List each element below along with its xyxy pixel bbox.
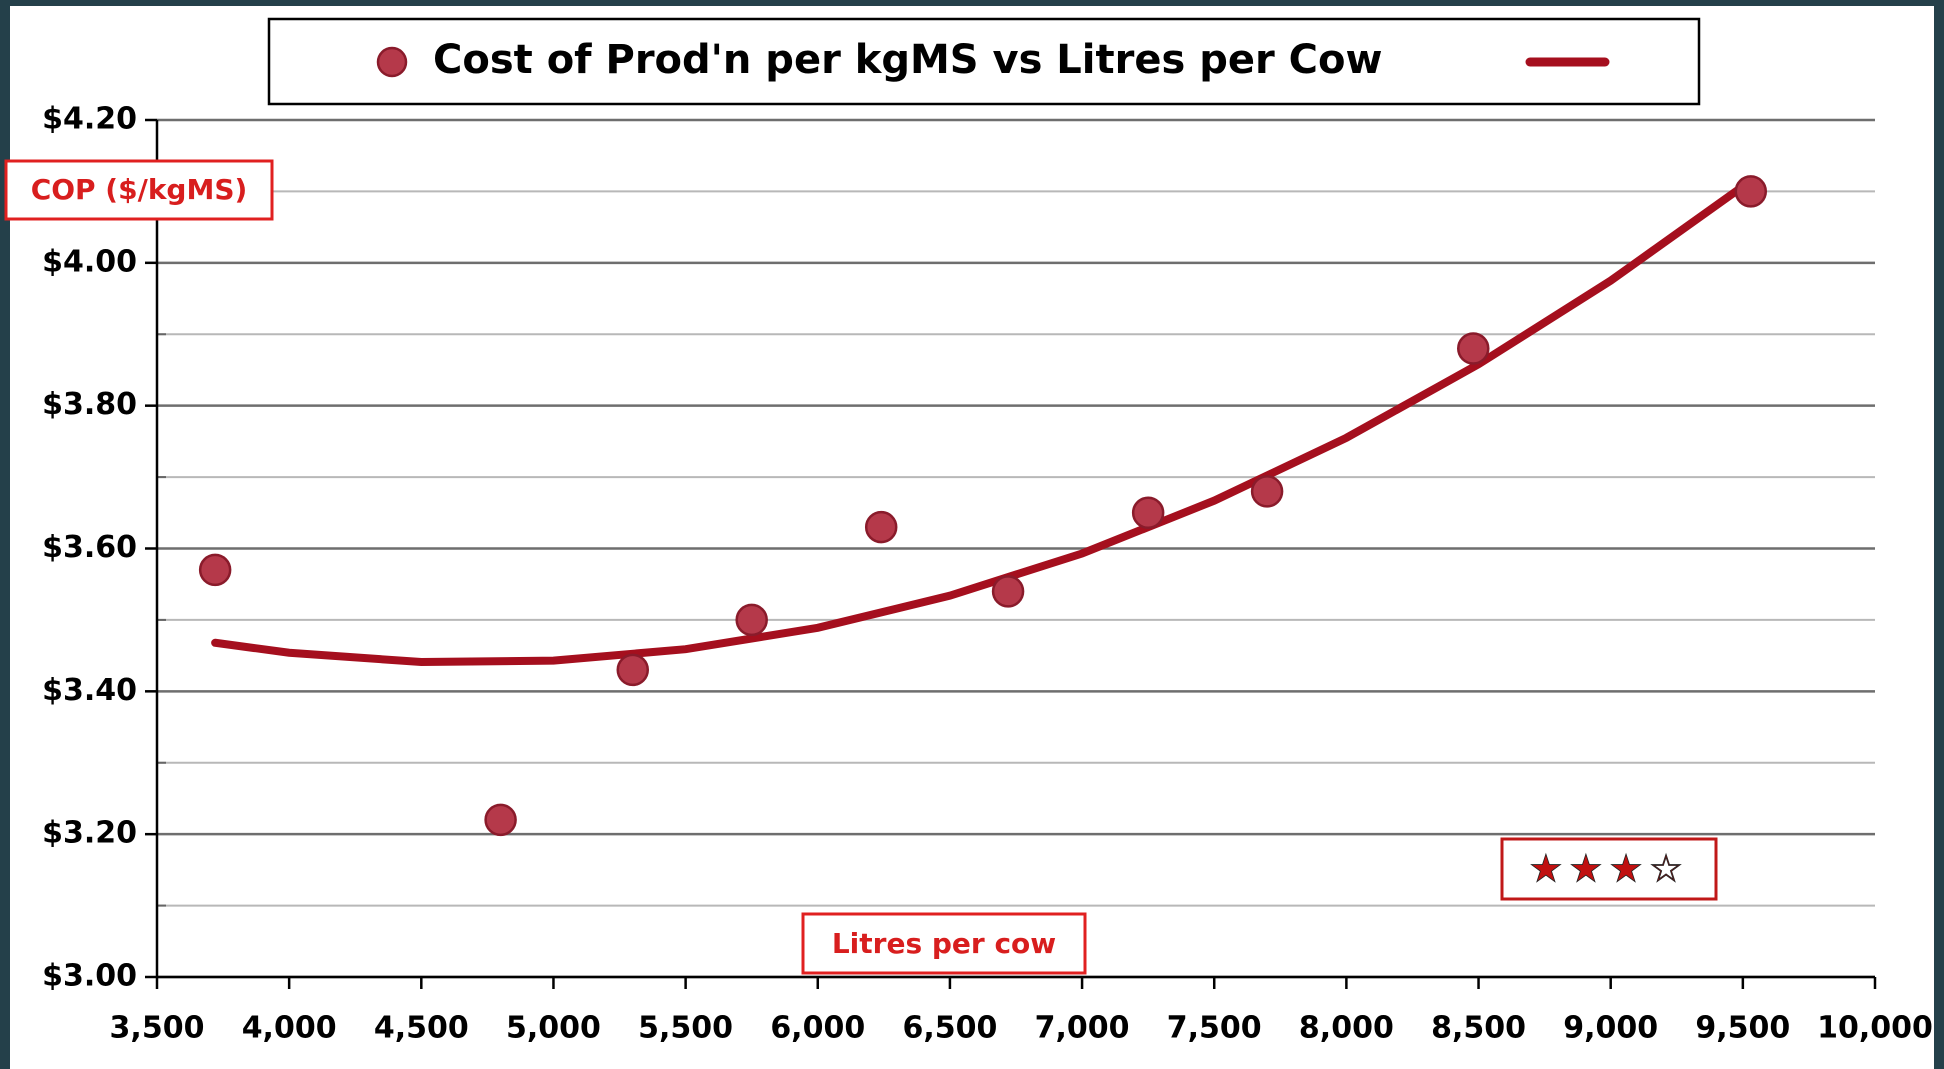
x-tick-label: 5,500: [638, 1011, 733, 1046]
marks: [198, 175, 1768, 837]
y-axis-label-box: [4, 159, 274, 221]
y-tick-label: $3.20: [42, 816, 137, 851]
y-tick-label: $3.40: [42, 673, 137, 708]
point: [991, 575, 1025, 608]
x-tick-label: 4,500: [374, 1011, 469, 1046]
x-axis-label: Litres per cow: [832, 927, 1056, 960]
rating: ★★★☆: [1529, 847, 1689, 891]
x-tick-label: 8,000: [1299, 1011, 1394, 1046]
point: [484, 803, 517, 837]
x-tick-label: 6,500: [902, 1011, 997, 1046]
x-tick-label: 5,000: [506, 1011, 601, 1046]
y-tick-label: $4.00: [42, 244, 137, 279]
x-tick-label: 6,000: [770, 1011, 865, 1046]
point: [198, 553, 232, 587]
x-tick-label: 7,000: [1035, 1011, 1130, 1046]
y-axis-label: COP ($/kgMS): [31, 173, 248, 206]
x-tick-label: 8,500: [1431, 1011, 1526, 1046]
x-tick-label: 10,000: [1817, 1011, 1933, 1046]
x-tick-label: 9,000: [1563, 1011, 1658, 1046]
y-tick-label: $3.00: [42, 959, 137, 994]
point: [1250, 475, 1284, 508]
x-tick-label: 9,500: [1695, 1011, 1790, 1046]
trendline: [211, 176, 1755, 667]
x-tick-label: 3,500: [110, 1011, 205, 1046]
y-tick-label: $3.60: [42, 530, 137, 565]
legend-marker: [376, 46, 408, 78]
point: [864, 510, 898, 544]
point: [1734, 175, 1768, 208]
y-tick-label: $3.80: [42, 387, 137, 422]
x-axis-label-box: [801, 912, 1087, 975]
point: [735, 603, 768, 637]
legend-box: [267, 17, 1701, 106]
point: [1457, 332, 1490, 365]
x-tick-label: 7,500: [1167, 1011, 1262, 1046]
point: [1131, 496, 1165, 530]
grid: $3.00 $3.20 $3.40 $3.60 $3.80 $4.00 $4.20 3,500…: [42, 102, 1933, 1046]
chart-area: [10, 6, 1934, 1069]
point: [616, 653, 650, 687]
x-tick-label: 4,000: [242, 1011, 337, 1046]
legend-label: Cost of Prod'n per kgMS vs Litres per Co…: [433, 37, 1382, 83]
y-tick-label: $4.20: [42, 102, 137, 137]
rating-box: [1500, 837, 1718, 901]
